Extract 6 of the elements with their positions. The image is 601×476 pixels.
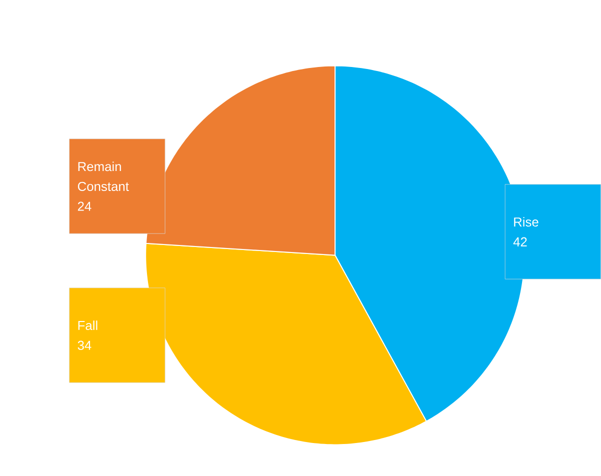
slice-label: Rise [514,217,538,227]
slice-label: Fall [78,320,98,330]
data-label: 24 [78,202,92,211]
slice-label: Remain Constant [78,162,129,192]
data-label: 34 [78,340,92,350]
data-label: 42 [513,237,527,246]
